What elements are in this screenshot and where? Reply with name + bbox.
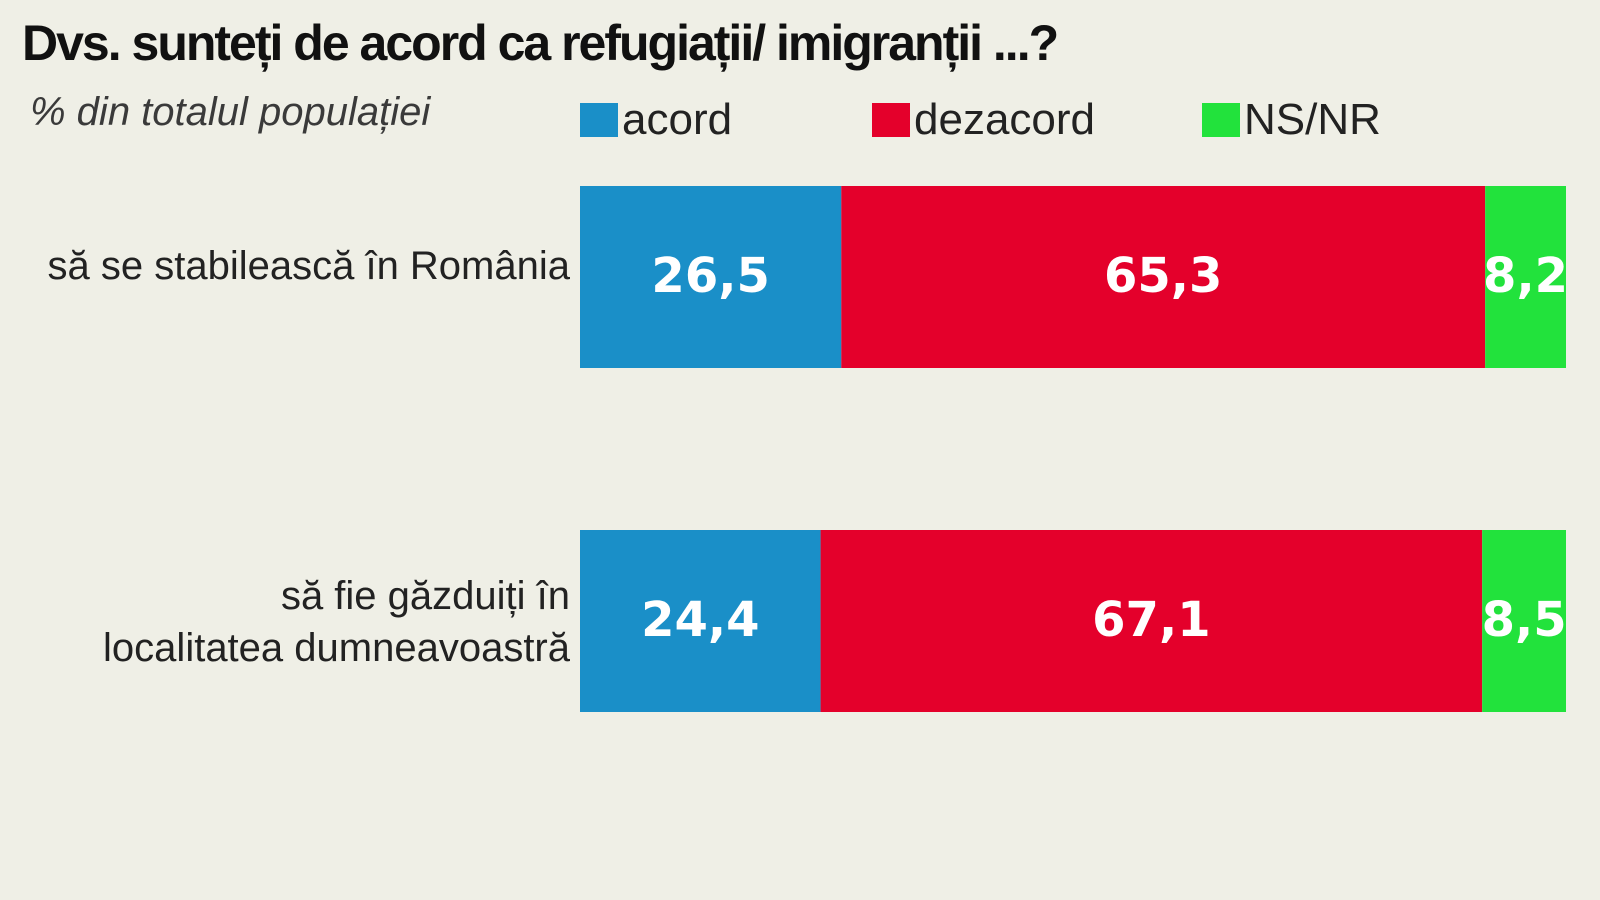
bar-dezacord-row-2	[820, 530, 1483, 712]
value-label-ns-nr-row-1: 8,2	[1483, 248, 1568, 304]
legend-swatch-nsnr	[1202, 103, 1240, 137]
value-label-acord-row-2: 24,4	[641, 592, 759, 648]
legend-item-acord: acord	[580, 95, 733, 144]
category-label-gazduiti: să fie găzduiți în localitatea dumneavoa…	[103, 570, 570, 674]
legend-label-nsnr: NS/NR	[1244, 95, 1381, 144]
value-label-ns-nr-row-2: 8,5	[1482, 592, 1567, 648]
legend-label-dezacord: dezacord	[914, 95, 1096, 144]
category-label-line: localitatea dumneavoastră	[103, 626, 570, 670]
legend-label-acord: acord	[622, 95, 733, 144]
chart-subtitle: % din totalul populației	[30, 90, 431, 134]
bar-ns-nr-row-1	[1485, 186, 1566, 368]
legend-swatch-dezacord	[872, 103, 910, 137]
bar-ns-nr-row-2	[1482, 530, 1566, 712]
bar-dezacord-row-1	[841, 186, 1486, 368]
legend-swatch-acord	[580, 103, 618, 137]
legend-item-nsnr: NS/NR	[1202, 95, 1381, 144]
value-label-acord-row-1: 26,5	[651, 248, 769, 304]
chart-title: Dvs. sunteți de acord ca refugiații/ imi…	[22, 15, 1059, 71]
value-label-dezacord-row-2: 67,1	[1092, 592, 1210, 648]
category-label-stabileasca: să se stabilească în România	[48, 240, 571, 292]
bar-acord-row-1	[580, 186, 842, 368]
category-label-line: să fie găzduiți în	[280, 574, 570, 618]
legend-item-dezacord: dezacord	[872, 95, 1096, 144]
value-label-dezacord-row-1: 65,3	[1104, 248, 1222, 304]
category-label-line: să se stabilească în România	[47, 244, 571, 288]
bar-acord-row-2	[580, 530, 821, 712]
